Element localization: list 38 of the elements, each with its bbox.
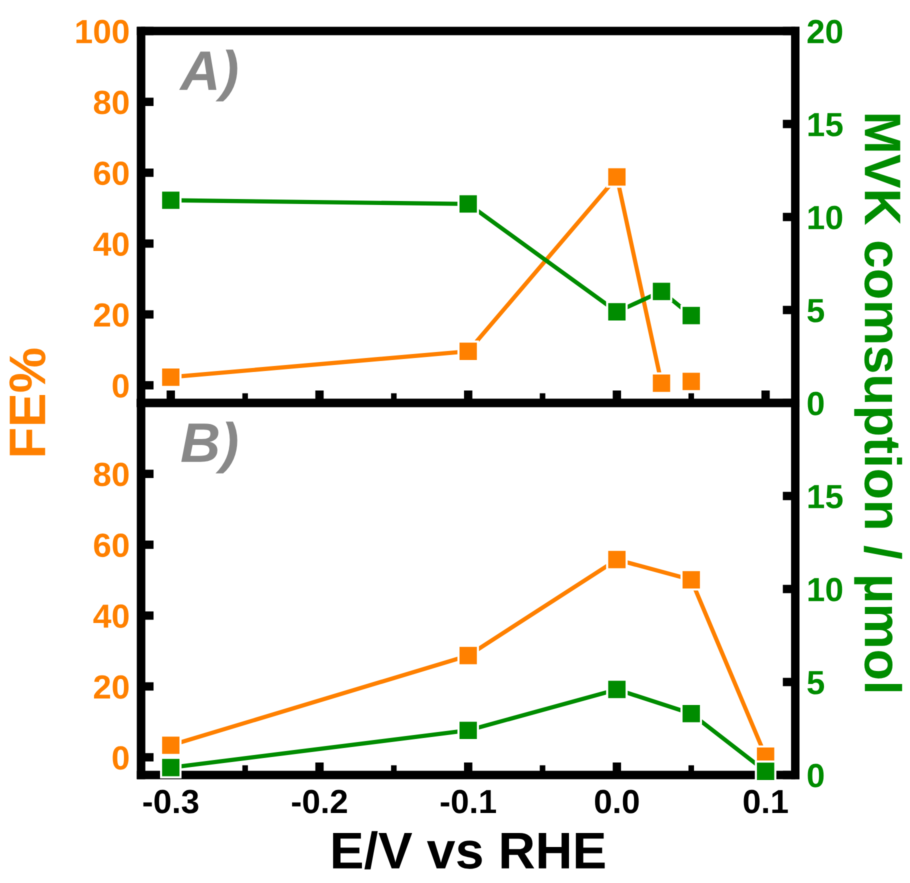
point — [606, 166, 628, 188]
point — [650, 372, 672, 394]
y-tick-label: 20 — [94, 675, 129, 699]
point — [160, 756, 182, 778]
y-tick-label: 0 — [112, 746, 129, 770]
y2-tick-label: 5 — [807, 299, 824, 322]
point — [457, 193, 479, 215]
y-tick-label: 40 — [93, 232, 129, 256]
y2-tick-label: 10 — [808, 206, 842, 230]
point — [606, 548, 628, 570]
y-tick-label: 40 — [93, 604, 129, 628]
y2-tick-label: 20 — [808, 20, 842, 44]
y-tick-label: 100 — [76, 20, 129, 44]
y-tick-label: 80 — [94, 90, 129, 114]
y-tick-label: 0 — [112, 374, 129, 398]
annotation: A) — [179, 50, 238, 102]
x-tick-label: -0.3 — [143, 790, 198, 814]
x-axis-title: E/V vs RHE — [333, 831, 605, 870]
point — [650, 280, 672, 302]
y2-tick-label: 10 — [808, 578, 842, 602]
y2-tick-label: 15 — [808, 113, 843, 136]
y-tick-label: 80 — [94, 462, 129, 486]
x-tick-label: 0.0 — [595, 790, 639, 814]
point — [606, 678, 628, 700]
y2-axis-title: MVK comsuption / µmol — [854, 114, 902, 692]
y2-tick-label: 5 — [807, 671, 824, 694]
y-axis-title: FE% — [9, 348, 46, 456]
y-tick-label: 60 — [94, 162, 129, 186]
y-tick-label: 20 — [94, 303, 129, 327]
y-tick-label: 60 — [94, 534, 129, 558]
x-tick-label: 0.1 — [744, 790, 788, 814]
point — [457, 644, 479, 666]
y2-tick-label: 15 — [808, 485, 843, 508]
x-tick-label: -0.1 — [440, 790, 496, 814]
x-tick-label: -0.2 — [292, 790, 347, 814]
annotation: B) — [181, 422, 238, 474]
y2-tick-label: 0 — [808, 392, 824, 416]
y2-tick-label: 0 — [808, 764, 824, 788]
